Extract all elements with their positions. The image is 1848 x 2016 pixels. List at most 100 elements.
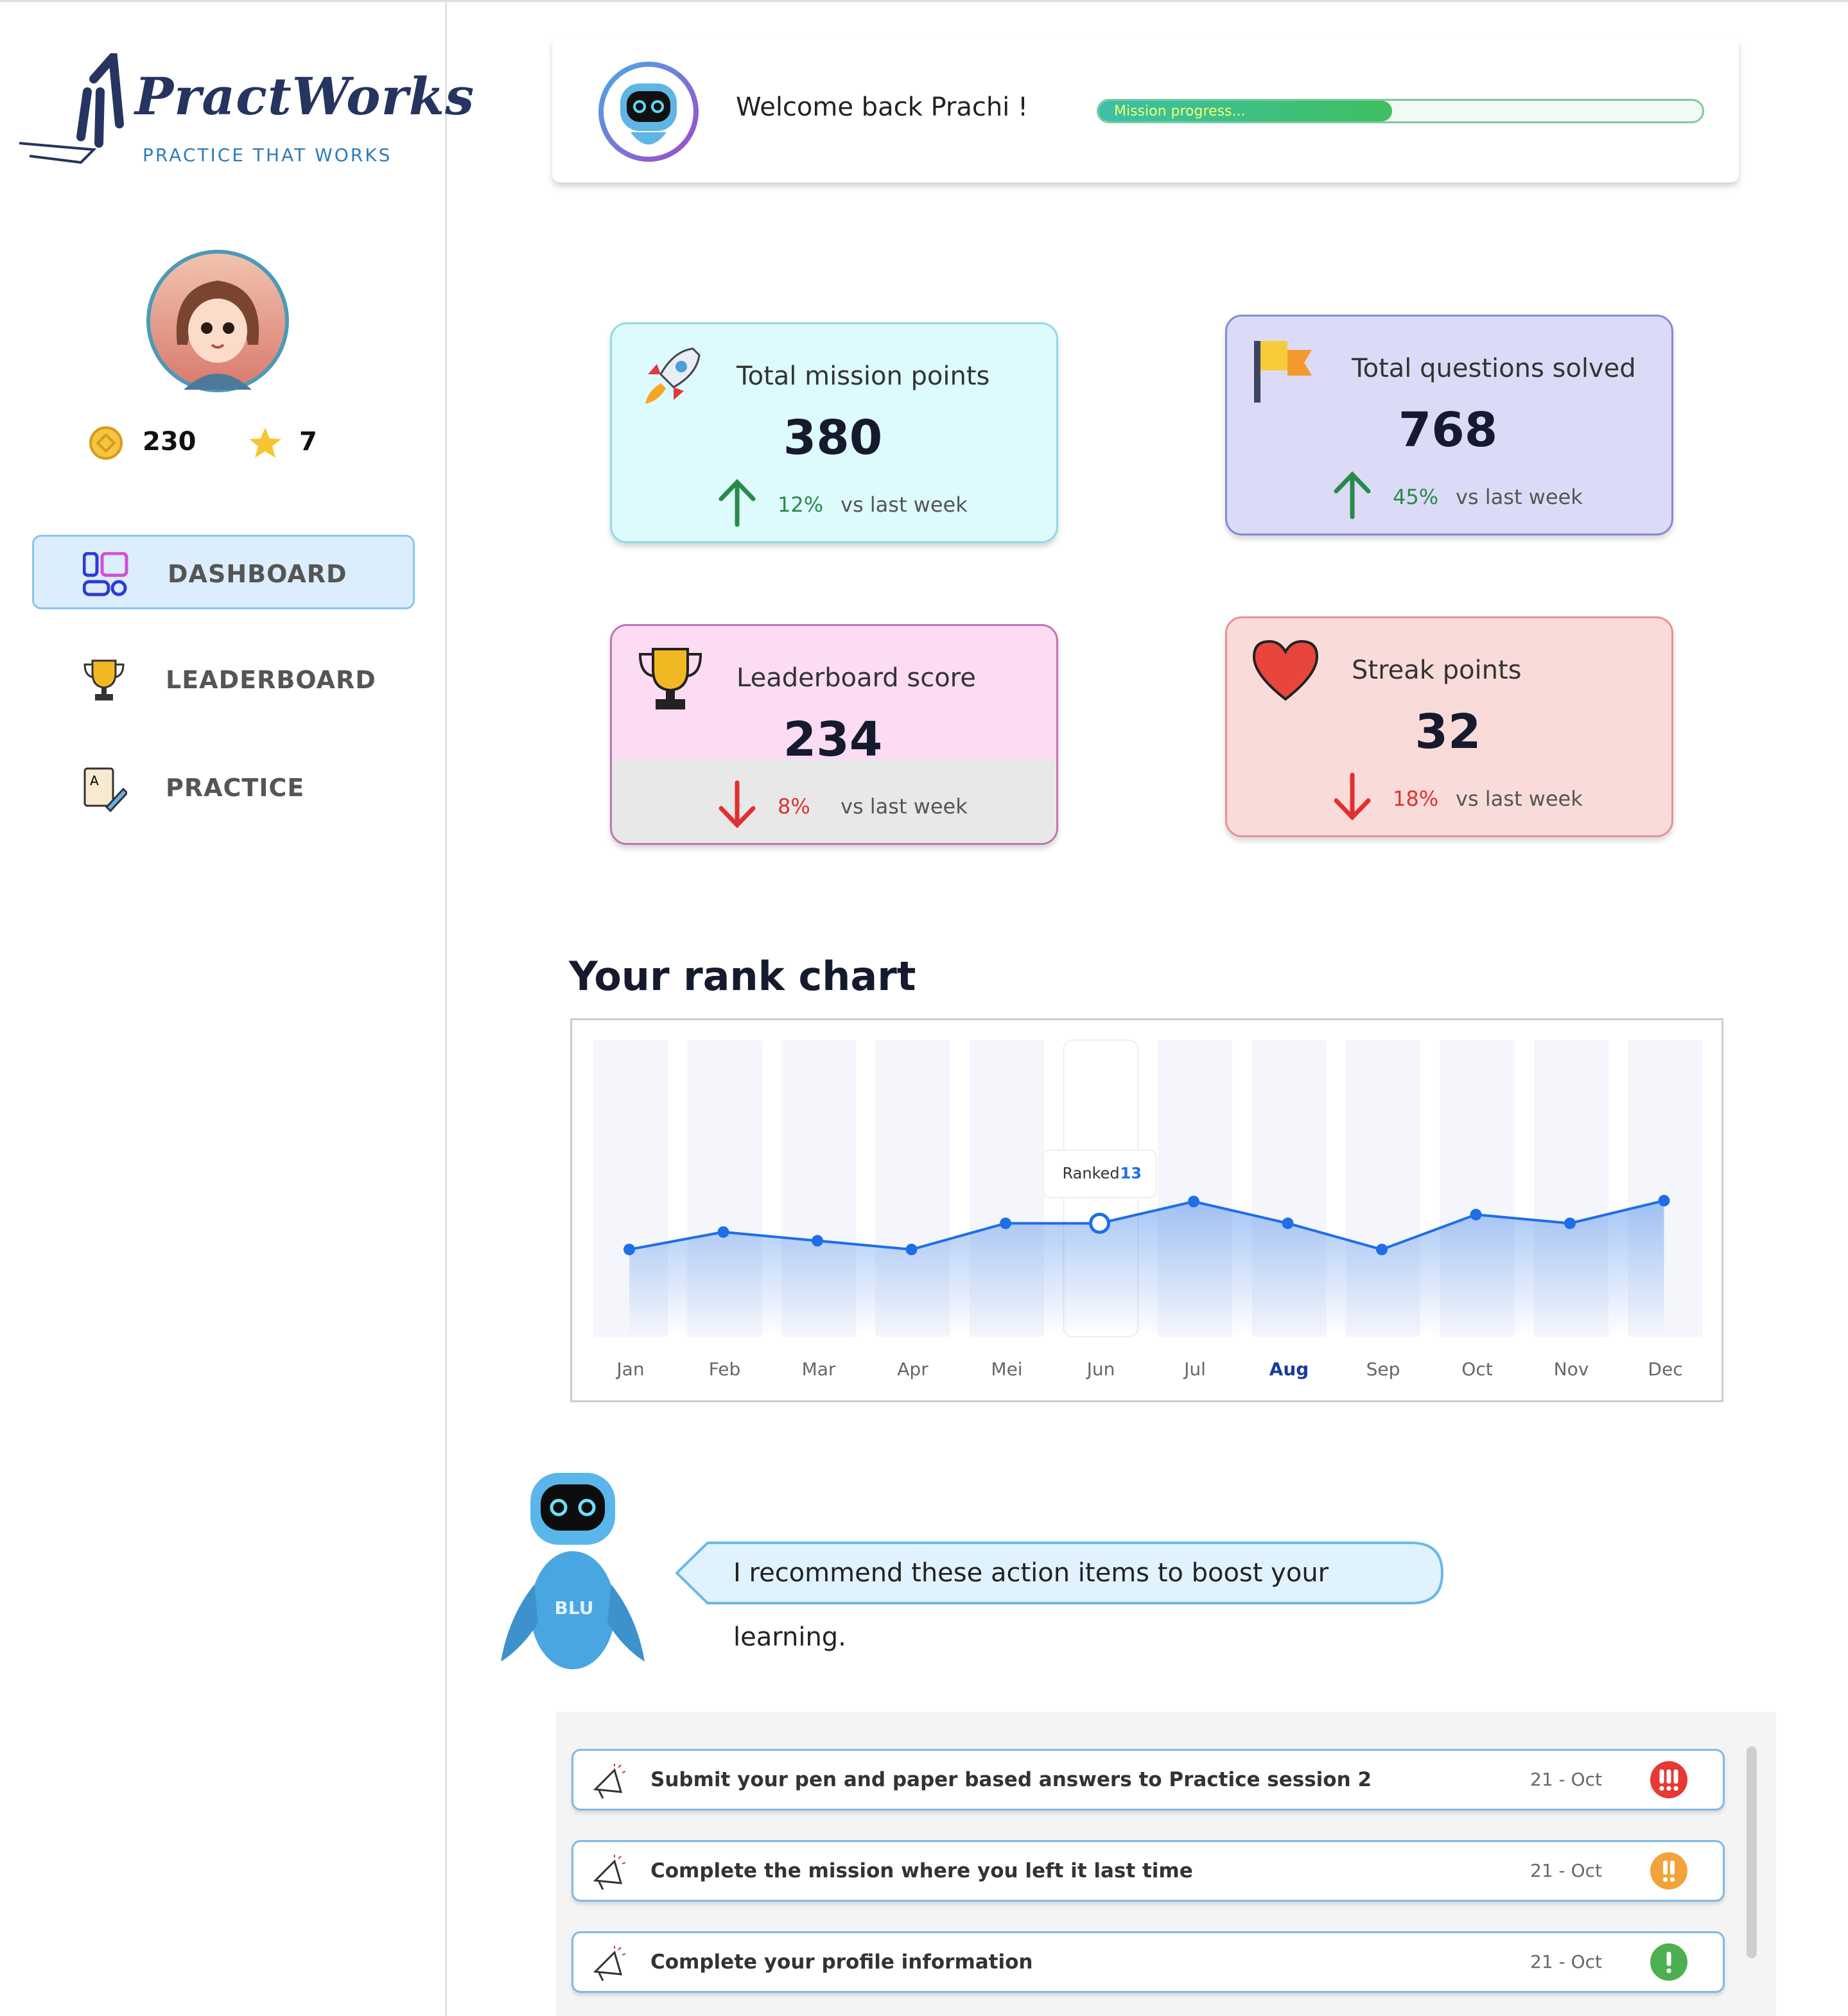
- x-tick-label: Aug: [1269, 1359, 1309, 1380]
- svg-text:A: A: [90, 773, 99, 788]
- logo-mark: [19, 53, 124, 164]
- x-tick-label: Jul: [1183, 1359, 1206, 1380]
- assistant-robot: BLU: [501, 1473, 645, 1669]
- brand-tagline: PRACTICE THAT WORKS: [143, 144, 392, 166]
- point[interactable]: [1000, 1217, 1011, 1230]
- flag-icon: [1254, 341, 1312, 403]
- star-icon: [249, 428, 281, 458]
- stat-title: Total questions solved: [1352, 354, 1636, 383]
- trend-arrow: [1334, 471, 1371, 519]
- point[interactable]: [1564, 1217, 1576, 1230]
- stat-value: 768: [1227, 403, 1671, 458]
- action-list: Submit your pen and paper based answers …: [556, 1712, 1776, 2016]
- greeting: Welcome back Prachi !: [736, 92, 1029, 122]
- user-avatar[interactable]: [145, 248, 290, 394]
- heart-icon: [1252, 639, 1319, 701]
- progress-bar: Mission progress...: [1097, 99, 1704, 123]
- nav-item[interactable]: DASHBOARD: [32, 535, 415, 609]
- nav-label[interactable]: DASHBOARD: [168, 560, 347, 588]
- trophy-icon: [638, 648, 702, 709]
- x-tick-label: Dec: [1648, 1359, 1682, 1380]
- point[interactable]: [1282, 1217, 1294, 1230]
- nav-item[interactable]: LEADERBOARD: [32, 643, 415, 717]
- stat-number: 32: [1415, 704, 1481, 760]
- stat-number: 234: [783, 712, 883, 767]
- speech-bubble: I recommend these action items to boost …: [674, 1541, 1445, 1652]
- brand-name[interactable]: PractWorks: [135, 66, 475, 126]
- point[interactable]: [1376, 1244, 1388, 1256]
- point[interactable]: [1089, 1212, 1110, 1234]
- stat-card: Total questions solved 768 45% vs last w…: [1225, 315, 1673, 535]
- stat-change: 18%: [1393, 786, 1439, 811]
- top-border: [447, 0, 1848, 2]
- x-tick-label: Mei: [991, 1359, 1022, 1380]
- chart-frame: [570, 1018, 1723, 1402]
- nav-label[interactable]: PRACTICE: [166, 774, 305, 802]
- trend-arrow: [719, 478, 756, 527]
- rank-chart: Jan Feb Mar Apr Mei Jun Jul Aug Sep Oct Nov Dec Ran…: [570, 1018, 1723, 1402]
- x-tick-label: Oct: [1461, 1359, 1492, 1380]
- bubble-shape: [675, 1542, 1444, 1604]
- action-date: 21 - Oct: [1530, 1860, 1602, 1881]
- stat-change: 8%: [778, 794, 810, 819]
- progress-fill: [1099, 101, 1392, 121]
- point[interactable]: [812, 1235, 823, 1247]
- x-tick-label: Feb: [709, 1359, 741, 1380]
- action-text[interactable]: Complete the mission where you left it l…: [650, 1859, 1193, 1882]
- assistant-name: BLU: [555, 1597, 594, 1619]
- stat-note: vs last week: [1456, 786, 1583, 811]
- action-item[interactable]: Submit your pen and paper based answers …: [571, 1749, 1725, 1811]
- line: [629, 1199, 1664, 1251]
- megaphone-icon: [593, 1946, 626, 1981]
- stat-note: vs last week: [1456, 485, 1583, 509]
- action-text[interactable]: Complete your profile information: [650, 1951, 1033, 1974]
- scrollbar[interactable]: [1747, 1746, 1757, 1958]
- welcome-bar: Welcome back Prachi ! Mission progress..…: [552, 37, 1739, 182]
- stat-change: 45%: [1393, 485, 1439, 509]
- point[interactable]: [1470, 1208, 1482, 1221]
- area: [629, 1201, 1664, 1337]
- action-date: 21 - Oct: [1530, 1951, 1602, 1972]
- point[interactable]: [1188, 1195, 1199, 1208]
- priority-badge: [1650, 1761, 1687, 1798]
- action-item[interactable]: Complete the mission where you left it l…: [571, 1840, 1725, 1902]
- bot-avatar: [598, 62, 699, 162]
- point[interactable]: [1658, 1195, 1670, 1207]
- stat-title: Streak points: [1352, 656, 1522, 685]
- nav-label[interactable]: LEADERBOARD: [166, 666, 376, 694]
- x-tick-label: Jun: [1086, 1359, 1115, 1380]
- nav-icon: [83, 552, 128, 596]
- stat-value: 380: [612, 410, 1056, 465]
- point[interactable]: [623, 1244, 635, 1256]
- megaphone-icon: [593, 1855, 626, 1890]
- trend-arrow: [1334, 772, 1371, 821]
- stat-title: Leaderboard score: [737, 663, 976, 693]
- star-count: 7: [299, 427, 317, 456]
- nav-item[interactable]: A PRACTICE: [32, 751, 415, 825]
- tooltip-label: Ranked: [1063, 1164, 1120, 1182]
- stat-value: 32: [1227, 704, 1671, 760]
- stat-card: Leaderboard score 234 8% vs last week: [610, 624, 1058, 845]
- coin-count: 230: [143, 427, 196, 456]
- x-tick-label: Mar: [802, 1359, 836, 1380]
- x-tick-label: Nov: [1554, 1359, 1589, 1380]
- action-date: 21 - Oct: [1530, 1769, 1602, 1790]
- priority-badge: [1650, 1852, 1687, 1890]
- tooltip: Ranked 13: [1042, 1149, 1157, 1199]
- sidebar: PractWorks PRACTICE THAT WORKS 230 7 DAS…: [0, 0, 474, 2016]
- stat-card: Total mission points 380 12% vs last wee…: [610, 322, 1058, 543]
- stat-number: 768: [1398, 403, 1498, 458]
- stat-value: 234: [612, 712, 1056, 767]
- assistant-message: I recommend these action items to boost …: [733, 1558, 1329, 1652]
- stat-change: 12%: [778, 492, 824, 517]
- priority-badge: [1650, 1943, 1687, 1981]
- stat-number: 380: [783, 410, 883, 465]
- action-text[interactable]: Submit your pen and paper based answers …: [650, 1768, 1372, 1791]
- action-item[interactable]: Complete your profile information 21 - O…: [571, 1931, 1725, 1993]
- stat-card: Streak points 32 18% vs last week: [1225, 616, 1673, 837]
- point[interactable]: [905, 1244, 918, 1256]
- rocket-icon: [645, 347, 701, 404]
- point[interactable]: [717, 1226, 729, 1238]
